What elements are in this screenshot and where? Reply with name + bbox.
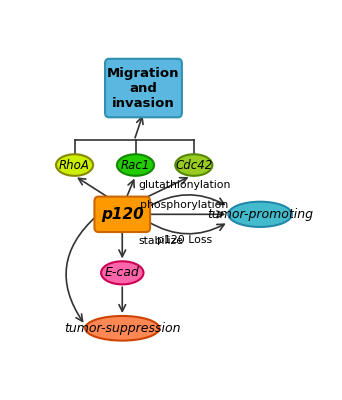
Text: Rac1: Rac1	[121, 158, 150, 172]
Ellipse shape	[101, 261, 144, 284]
Ellipse shape	[117, 154, 154, 176]
Text: p120 Loss: p120 Loss	[157, 235, 212, 245]
Text: E-cad: E-cad	[105, 266, 140, 279]
Text: Cdc42: Cdc42	[175, 158, 212, 172]
Text: phosphorylation: phosphorylation	[141, 200, 229, 210]
Ellipse shape	[228, 202, 292, 227]
FancyBboxPatch shape	[94, 197, 150, 232]
Text: stabilize: stabilize	[138, 236, 183, 246]
Text: Migration
and
invasion: Migration and invasion	[107, 66, 180, 110]
Text: tumor-suppression: tumor-suppression	[64, 322, 181, 335]
Ellipse shape	[56, 154, 93, 176]
Ellipse shape	[175, 154, 212, 176]
Text: tumor-promoting: tumor-promoting	[207, 208, 313, 221]
Text: RhoA: RhoA	[59, 158, 90, 172]
Text: glutathionylation: glutathionylation	[139, 180, 231, 190]
Ellipse shape	[85, 316, 159, 341]
Text: p120: p120	[101, 207, 144, 222]
FancyBboxPatch shape	[105, 59, 182, 117]
